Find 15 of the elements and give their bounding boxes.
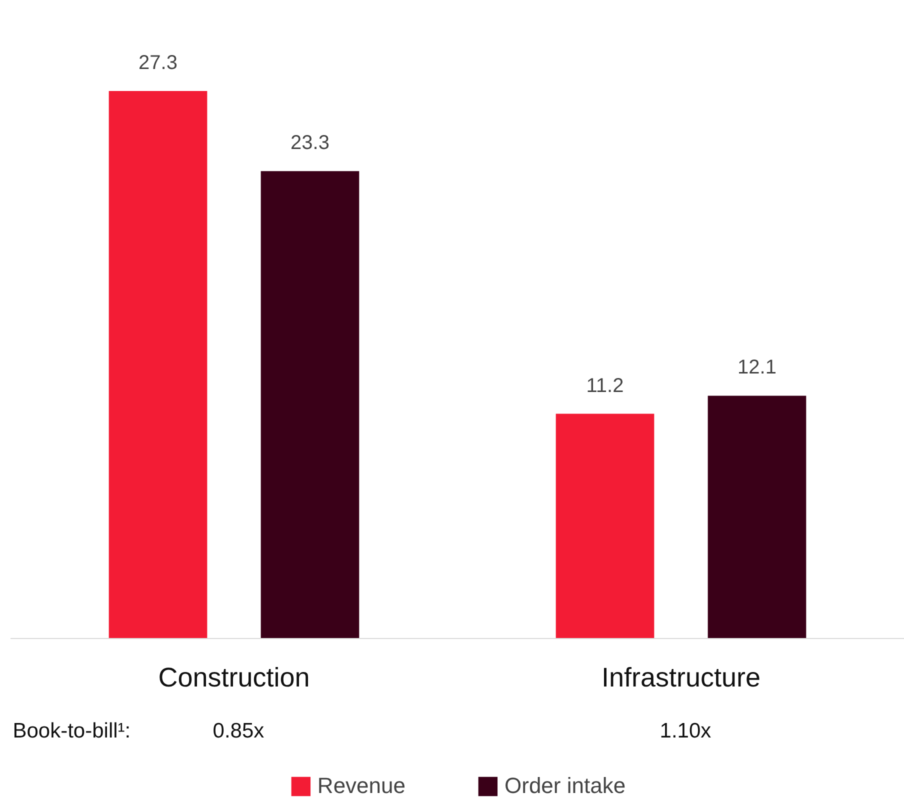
data-label: 23.3: [290, 132, 330, 154]
text: Book-to-bill¹:: [12, 720, 131, 743]
legend-label: Order intake: [504, 773, 626, 799]
bar: [108, 90, 208, 638]
text: 1.10x: [660, 720, 712, 743]
text: 0.85x: [212, 720, 265, 743]
bar: [556, 414, 654, 638]
legend-label: Revenue: [317, 773, 406, 799]
x-tick-label: Construction: [158, 662, 310, 692]
data-label: 12.1: [738, 356, 776, 379]
data-label: 27.3: [138, 52, 178, 74]
bar: [260, 171, 360, 638]
bar: [708, 396, 806, 638]
x-tick-label: Infrastructure: [601, 662, 761, 692]
data-label: 11.2: [586, 374, 624, 397]
